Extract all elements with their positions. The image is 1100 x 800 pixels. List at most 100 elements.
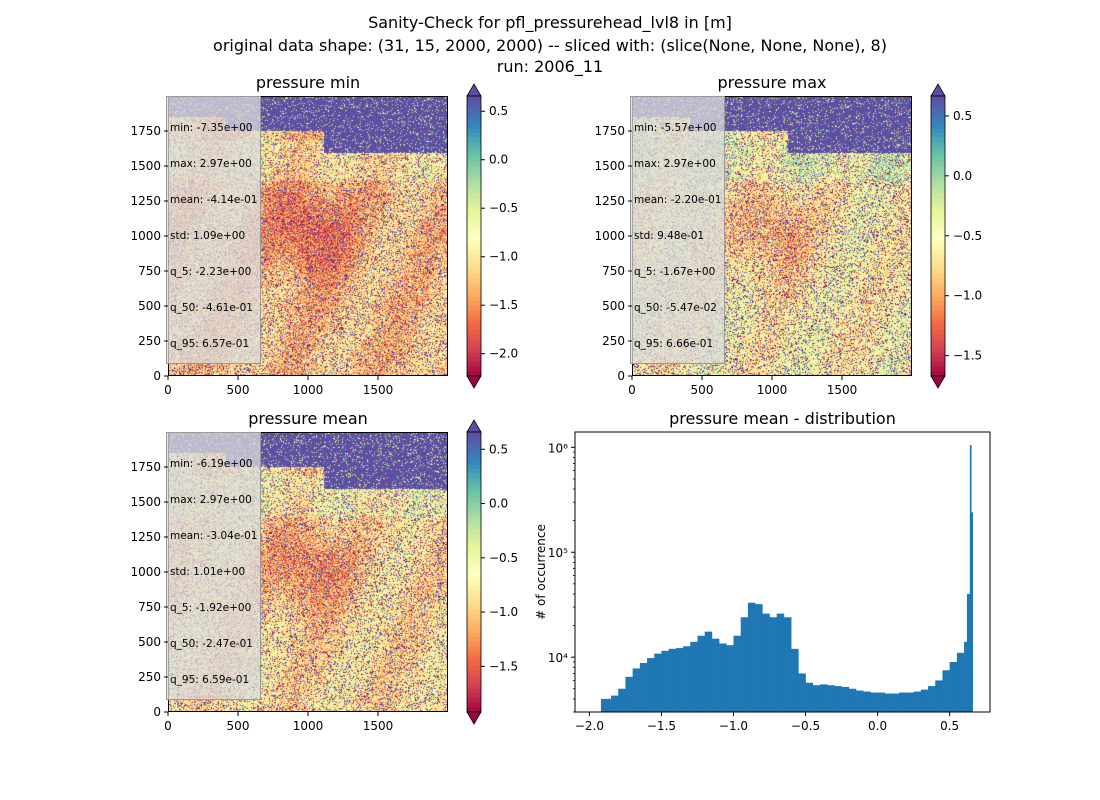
stat-q5: q_5: -1.67e+00	[634, 266, 716, 278]
colorbar-segment	[467, 268, 481, 274]
colorbar-segment	[467, 600, 481, 606]
colorbar-segment	[931, 175, 945, 181]
histogram-bar	[949, 661, 958, 712]
histogram-bar	[747, 602, 756, 712]
colorbar-segment	[467, 665, 481, 671]
colorbar-segment	[467, 464, 481, 470]
histogram-bar	[966, 593, 971, 712]
colorbar-segment	[467, 324, 481, 330]
stat-mean: mean: -3.04e-01	[170, 530, 258, 542]
colorbar-segment	[467, 670, 481, 676]
histogram-bar	[899, 692, 907, 712]
colorbar-segment	[467, 240, 481, 246]
stat-q50: q_50: -5.47e-02	[634, 302, 717, 314]
stats-box-pressure-mean: min: -6.19e+00 max: 2.97e+00 mean: -3.04…	[166, 432, 262, 700]
x-tick-label: 0.5	[940, 719, 959, 733]
histogram-bar	[964, 641, 968, 712]
colorbar-segment	[467, 189, 481, 195]
histogram-bar	[942, 670, 950, 712]
colorbar-segment	[467, 595, 481, 601]
colorbar-segment	[467, 334, 481, 340]
colorbar-segment	[467, 236, 481, 242]
x-tick-label: −0.5	[791, 719, 820, 733]
colorbar-segment	[931, 301, 945, 307]
colorbar-segment	[467, 161, 481, 167]
stat-q50: q_50: -4.61e-01	[170, 302, 253, 314]
colorbar-segment	[467, 366, 481, 372]
figure-title-line-1: Sanity-Check for pfl_pressurehead_lvl8 i…	[368, 13, 732, 32]
colorbar-segment	[467, 273, 481, 279]
stat-std: std: 1.09e+00	[170, 230, 246, 242]
colorbar-segment	[467, 581, 481, 587]
colorbar-segment	[467, 684, 481, 690]
histogram-bar	[819, 684, 828, 712]
colorbar-segment	[467, 357, 481, 363]
colorbar-segment	[467, 446, 481, 452]
colorbar-segment	[931, 114, 945, 120]
x-tick-label: 1500	[363, 383, 394, 397]
colorbar-segment	[931, 128, 945, 134]
histogram-frame	[574, 431, 991, 713]
stat-q50: q_50: -2.47e-01	[170, 638, 253, 650]
colorbar-segment	[931, 352, 945, 358]
colorbar-segment	[467, 105, 481, 111]
colorbar-segment	[931, 222, 945, 228]
colorbar-segment	[931, 334, 945, 340]
histogram-bar	[647, 658, 655, 712]
colorbar-segment	[931, 282, 945, 288]
colorbar-segment	[931, 96, 945, 102]
colorbar-tick-label: 0.5	[489, 442, 508, 456]
histogram-bar	[956, 652, 965, 712]
colorbar-segment	[467, 544, 481, 550]
colorbar-segment	[931, 259, 945, 265]
colorbar-segment	[467, 287, 481, 293]
colorbar-segment	[467, 329, 481, 335]
colorbar-segment	[467, 348, 481, 354]
y-tick-label: 1500	[594, 159, 625, 173]
y-tick-label: 1000	[594, 229, 625, 243]
colorbar-segment	[467, 110, 481, 116]
y-tick-label: 1250	[130, 194, 161, 208]
colorbar-segment	[467, 217, 481, 223]
colorbar-segment	[931, 371, 945, 377]
x-tick-label: 500	[227, 719, 250, 733]
panel-title-distribution: pressure mean - distribution	[669, 409, 896, 428]
colorbar-segment	[467, 693, 481, 699]
x-tick-label: 0	[164, 383, 172, 397]
colorbar-segment	[931, 324, 945, 330]
stat-mean: mean: -2.20e-01	[634, 194, 722, 206]
colorbar-segment	[931, 208, 945, 214]
y-tick-label: 750	[138, 264, 161, 278]
histogram-bar	[877, 692, 886, 712]
colorbar-segment	[467, 618, 481, 624]
y-tick-label: 10⁶	[548, 441, 568, 455]
histogram-bar	[733, 635, 742, 712]
y-tick-label: 0	[617, 369, 625, 383]
stat-q5: q_5: -1.92e+00	[170, 602, 252, 614]
histogram-bar	[661, 650, 669, 712]
colorbar-segment	[467, 203, 481, 209]
stat-min: min: -5.57e+00	[634, 122, 717, 134]
colorbar-segment	[931, 119, 945, 125]
histogram-bar	[971, 512, 974, 712]
colorbar-segment	[467, 231, 481, 237]
colorbar-segment	[931, 170, 945, 176]
colorbar-tick-label: −0.5	[489, 201, 518, 215]
colorbar-segment	[467, 142, 481, 148]
colorbar-segment	[467, 147, 481, 153]
colorbar-segment	[467, 590, 481, 596]
colorbar-tick-label: −1.5	[489, 659, 518, 673]
histogram-bar	[704, 631, 713, 712]
histogram-bar	[892, 693, 900, 712]
colorbar-tick-label: −1.0	[953, 289, 982, 303]
colorbar-segment	[931, 203, 945, 209]
colorbar-segment	[467, 352, 481, 358]
colorbar-segment	[931, 161, 945, 167]
colorbar-segment	[467, 166, 481, 172]
colorbar-segment	[467, 212, 481, 218]
y-tick-label: 1000	[130, 229, 161, 243]
x-tick-label: 0.0	[868, 719, 887, 733]
